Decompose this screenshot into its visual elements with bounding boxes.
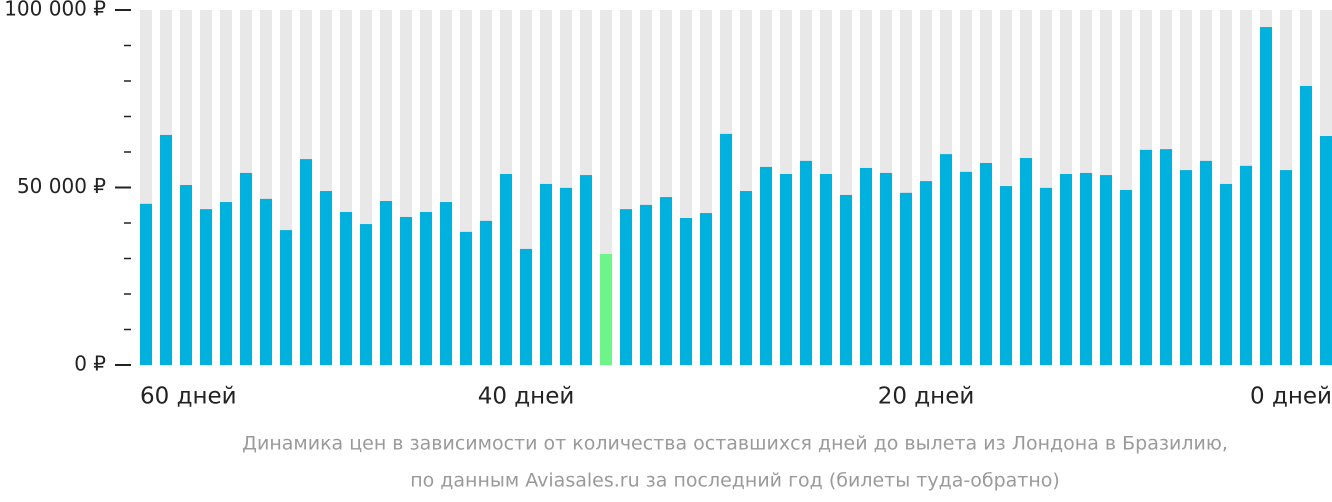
- bar: [1160, 149, 1172, 365]
- bar: [140, 203, 152, 365]
- bar: [560, 187, 572, 365]
- bar: [820, 174, 832, 365]
- y-tick-label: 0 ₽: [74, 352, 106, 376]
- bar: [600, 253, 612, 365]
- bar: [1100, 175, 1112, 365]
- bar: [300, 159, 312, 365]
- bar: [1220, 183, 1232, 365]
- bar: [1020, 158, 1032, 365]
- bar: [1260, 27, 1272, 365]
- bar: [1240, 165, 1252, 365]
- bar: [440, 202, 452, 365]
- x-tick-label: 20 дней: [878, 384, 975, 410]
- bar: [880, 172, 892, 365]
- bar: [180, 185, 192, 365]
- bar: [420, 211, 432, 365]
- bar: [500, 174, 512, 365]
- caption: Динамика цен в зависимости от количества…: [242, 433, 1228, 455]
- bar: [520, 248, 532, 365]
- bar: [860, 167, 872, 365]
- bar: [540, 183, 552, 365]
- y-tick-label: 100 000 ₽: [4, 0, 106, 21]
- bar: [660, 197, 672, 365]
- bar: [380, 200, 392, 365]
- bar: [480, 220, 492, 365]
- bar: [1300, 85, 1312, 365]
- bar: [760, 166, 772, 365]
- bar: [920, 181, 932, 365]
- bar: [700, 213, 712, 365]
- bar: [1060, 174, 1072, 365]
- bar: [640, 204, 652, 365]
- bar: [960, 171, 972, 365]
- bar: [980, 163, 992, 365]
- bar: [1140, 149, 1152, 365]
- bar: [220, 202, 232, 365]
- bar: [200, 209, 212, 365]
- bar: [940, 154, 952, 365]
- bar: [1200, 160, 1212, 365]
- bar: [1000, 186, 1012, 365]
- bar: [1280, 170, 1292, 365]
- bar: [620, 209, 632, 365]
- x-tick-label: 0 дней: [1250, 384, 1332, 410]
- bar: [1180, 170, 1192, 365]
- bar: [1320, 136, 1332, 365]
- bar: [460, 231, 472, 365]
- bar: [400, 216, 412, 365]
- bar: [780, 174, 792, 365]
- x-tick-label: 60 дней: [140, 384, 237, 410]
- bar: [1040, 187, 1052, 365]
- bar: [240, 172, 252, 365]
- bar: [160, 134, 172, 365]
- bar: [280, 230, 292, 365]
- bar: [340, 211, 352, 365]
- bar: [580, 175, 592, 365]
- bar: [320, 191, 332, 365]
- caption: по данным Aviasales.ru за последний год …: [410, 470, 1060, 492]
- bar: [680, 218, 692, 365]
- bar: [720, 133, 732, 365]
- y-tick-label: 50 000 ₽: [17, 174, 106, 198]
- bar: [740, 191, 752, 365]
- bar: [260, 198, 272, 365]
- bar: [840, 194, 852, 365]
- bar: [1120, 189, 1132, 365]
- bar: [1080, 172, 1092, 365]
- bar: [900, 192, 912, 365]
- bar: [800, 160, 812, 365]
- x-tick-label: 40 дней: [478, 384, 575, 410]
- bar: [360, 224, 372, 365]
